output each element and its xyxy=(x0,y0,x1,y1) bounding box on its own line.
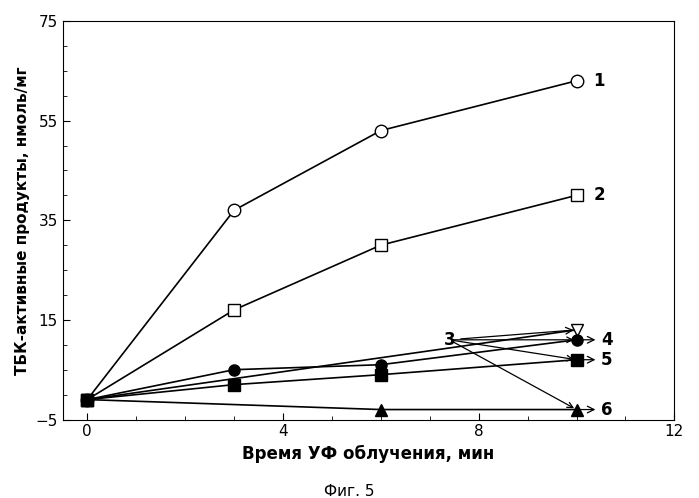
Y-axis label: ТБК-активные продукты, нмоль/мг: ТБК-активные продукты, нмоль/мг xyxy=(15,66,30,374)
Text: 1: 1 xyxy=(593,72,605,90)
X-axis label: Время УФ облучения, мин: Время УФ облучения, мин xyxy=(243,445,495,463)
Text: 5: 5 xyxy=(579,351,612,369)
Text: Фиг. 5: Фиг. 5 xyxy=(324,484,375,498)
Text: 2: 2 xyxy=(593,186,605,204)
Text: 4: 4 xyxy=(579,331,612,349)
Text: 6: 6 xyxy=(579,400,612,418)
Text: 3: 3 xyxy=(443,327,572,349)
